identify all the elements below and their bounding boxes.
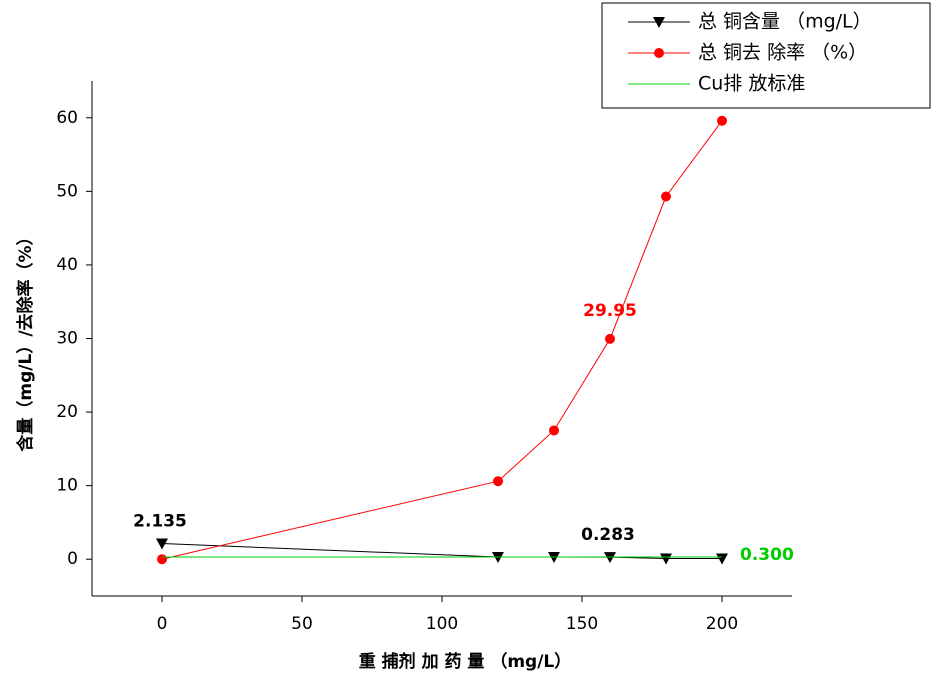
x-tick-label: 150 bbox=[566, 614, 598, 634]
y-axis-label: 含量（mg/L）/去除率（%） bbox=[15, 228, 36, 451]
marker bbox=[605, 333, 615, 344]
x-tick-label: 200 bbox=[706, 614, 738, 634]
data-label: 0.300 bbox=[740, 545, 794, 565]
data-label: 0.283 bbox=[581, 525, 635, 545]
marker bbox=[717, 115, 727, 126]
y-tick-label: 60 bbox=[56, 108, 78, 128]
y-tick-label: 30 bbox=[56, 329, 78, 349]
x-tick-label: 0 bbox=[157, 614, 168, 634]
marker bbox=[493, 476, 503, 487]
marker bbox=[156, 538, 168, 550]
x-tick-label: 50 bbox=[291, 614, 313, 634]
y-tick-label: 10 bbox=[56, 476, 78, 496]
marker bbox=[716, 553, 728, 565]
marker bbox=[157, 554, 167, 565]
x-tick-label: 100 bbox=[426, 614, 458, 634]
marker bbox=[549, 425, 559, 436]
marker bbox=[653, 17, 665, 28]
legend-label: 总 铜去 除率 （%） bbox=[698, 42, 867, 64]
marker bbox=[654, 48, 664, 58]
marker bbox=[661, 191, 671, 202]
legend-label: Cu排 放标准 bbox=[698, 73, 805, 95]
data-label: 29.95 bbox=[583, 301, 637, 321]
marker bbox=[660, 553, 672, 565]
y-tick-label: 0 bbox=[67, 549, 78, 569]
series-line bbox=[161, 120, 723, 560]
marker bbox=[604, 552, 616, 564]
y-tick-label: 40 bbox=[56, 255, 78, 275]
x-axis-label: 重 捕剂 加 药 量 （mg/L） bbox=[359, 651, 572, 672]
legend-label: 总 铜含量 （mg/L） bbox=[698, 11, 872, 33]
series-line bbox=[161, 543, 722, 559]
y-tick-label: 50 bbox=[56, 181, 78, 201]
data-label: 2.135 bbox=[133, 512, 187, 532]
y-tick-label: 20 bbox=[56, 402, 78, 422]
